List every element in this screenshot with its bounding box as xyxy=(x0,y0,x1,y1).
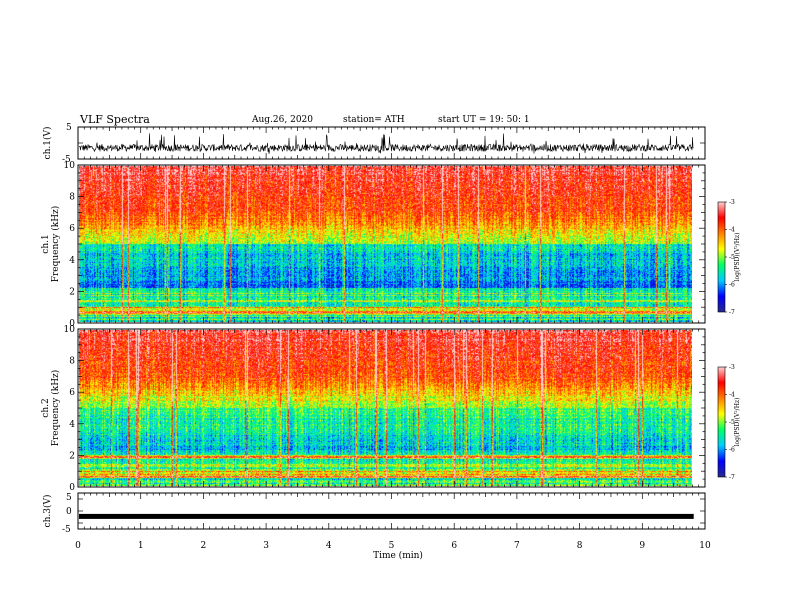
time-tick-label: 4 xyxy=(326,541,332,551)
ch2-spectrogram-ylabel-line1: ch.2 xyxy=(41,398,51,417)
colorbar-tick-label: -7 xyxy=(729,309,735,316)
colorbar-tick-label: -4 xyxy=(729,227,735,234)
ch2-spectrogram-panel: 0 2 4 6 8 10 ch.2 Frequency (kHz) xyxy=(41,325,706,493)
colorbar-tick-label: -3 xyxy=(729,199,735,206)
time-tick-label: 0 xyxy=(75,541,81,551)
ch1-ytick-top: 5 xyxy=(66,123,72,133)
colorbar-tick-label: -5 xyxy=(729,419,735,426)
ch1-colorbar: -3 -4 -5 -6 -7 log(PSD)(V²/Hz) xyxy=(717,199,741,316)
y-tick-label: 10 xyxy=(64,325,76,335)
ch1-spectrogram-image xyxy=(79,166,692,322)
time-tick-label: 8 xyxy=(577,541,583,551)
y-tick-label: 0 xyxy=(69,483,75,493)
ch2-spectrogram-ticks xyxy=(77,328,706,488)
ch1-spectrogram-ytick-labels: 0 2 4 6 8 10 xyxy=(64,161,76,329)
ch1-spectrogram-ticks xyxy=(77,164,706,324)
ch1-waveform-ticks xyxy=(77,127,706,159)
y-tick-label: 6 xyxy=(69,224,75,234)
time-tick-label: 3 xyxy=(263,541,269,551)
time-tick-label: 1 xyxy=(138,541,144,551)
start-time-label: start UT = 19: 50: 1 xyxy=(438,115,530,125)
ch3-waveform-trace xyxy=(79,513,694,519)
colorbar-tick-label: -3 xyxy=(729,364,735,371)
y-tick-label: 10 xyxy=(64,161,76,171)
time-tick-label: 2 xyxy=(201,541,207,551)
date-label: Aug.26, 2020 xyxy=(251,115,313,125)
ch2-spectrogram-ytick-labels: 0 2 4 6 8 10 xyxy=(64,325,76,493)
y-tick-label: 6 xyxy=(69,388,75,398)
ch3-waveform-ticks xyxy=(77,493,706,529)
ch3-waveform-panel: 5 0 -5 ch.3(V) xyxy=(42,492,706,535)
ch1-ytick-bottom: -5 xyxy=(62,155,71,165)
ch1-waveform-panel: 5 -5 ch.1(V) xyxy=(42,123,706,165)
colorbar-label: log(PSD)(V²/Hz) xyxy=(734,233,741,282)
time-tick-label: 9 xyxy=(639,541,645,551)
y-tick-label: 4 xyxy=(69,256,75,266)
ch3-ytick-top: 5 xyxy=(66,493,72,503)
time-tick-label: 7 xyxy=(514,541,520,551)
ch3-waveform-ylabel: ch.3(V) xyxy=(42,495,53,528)
time-axis-tick-labels: 0 1 2 3 4 5 6 7 8 9 10 xyxy=(75,541,711,551)
ch1-waveform-ylabel: ch.1(V) xyxy=(42,127,53,160)
ch1-spectrogram-ylabel-line1: ch.1 xyxy=(41,234,51,253)
y-tick-label: 0 xyxy=(69,319,75,329)
ch1-spectrogram-panel: 0 2 4 6 8 10 ch.1 Frequency (kHz) xyxy=(41,161,706,329)
colorbar-tick-label: -5 xyxy=(729,254,735,261)
colorbar-tick-label: -6 xyxy=(729,447,735,454)
colorbar-tick-label: -7 xyxy=(729,474,735,481)
colorbar-tick-label: -4 xyxy=(729,392,735,399)
ch1-spectrogram-ylabel-line2: Frequency (kHz) xyxy=(50,206,61,283)
time-tick-label: 5 xyxy=(389,541,395,551)
colorbar-gradient xyxy=(717,366,726,478)
time-tick-label: 6 xyxy=(451,541,457,551)
ch2-spectrogram-ylabel-line2: Frequency (kHz) xyxy=(50,370,61,447)
chart-title: VLF Spectra xyxy=(79,113,150,126)
colorbar-label: log(PSD)(V²/Hz) xyxy=(734,398,741,447)
ch3-ytick-bottom: -5 xyxy=(62,525,71,535)
ch2-spectrogram-image xyxy=(79,330,692,486)
y-tick-label: 2 xyxy=(69,287,75,297)
time-tick-label: 10 xyxy=(699,541,711,551)
time-axis-label: Time (min) xyxy=(373,550,423,561)
ch2-colorbar: -3 -4 -5 -6 -7 log(PSD)(V²/Hz) xyxy=(717,364,741,481)
y-tick-label: 8 xyxy=(69,193,75,203)
ch3-ytick-mid: 0 xyxy=(66,507,72,517)
y-tick-label: 8 xyxy=(69,357,75,367)
colorbar-tick-label: -6 xyxy=(729,282,735,289)
y-tick-label: 2 xyxy=(69,451,75,461)
ch1-waveform-trace xyxy=(78,133,694,154)
colorbar-gradient xyxy=(717,201,726,313)
y-tick-label: 4 xyxy=(69,420,75,430)
station-label: station= ATH xyxy=(343,115,405,125)
